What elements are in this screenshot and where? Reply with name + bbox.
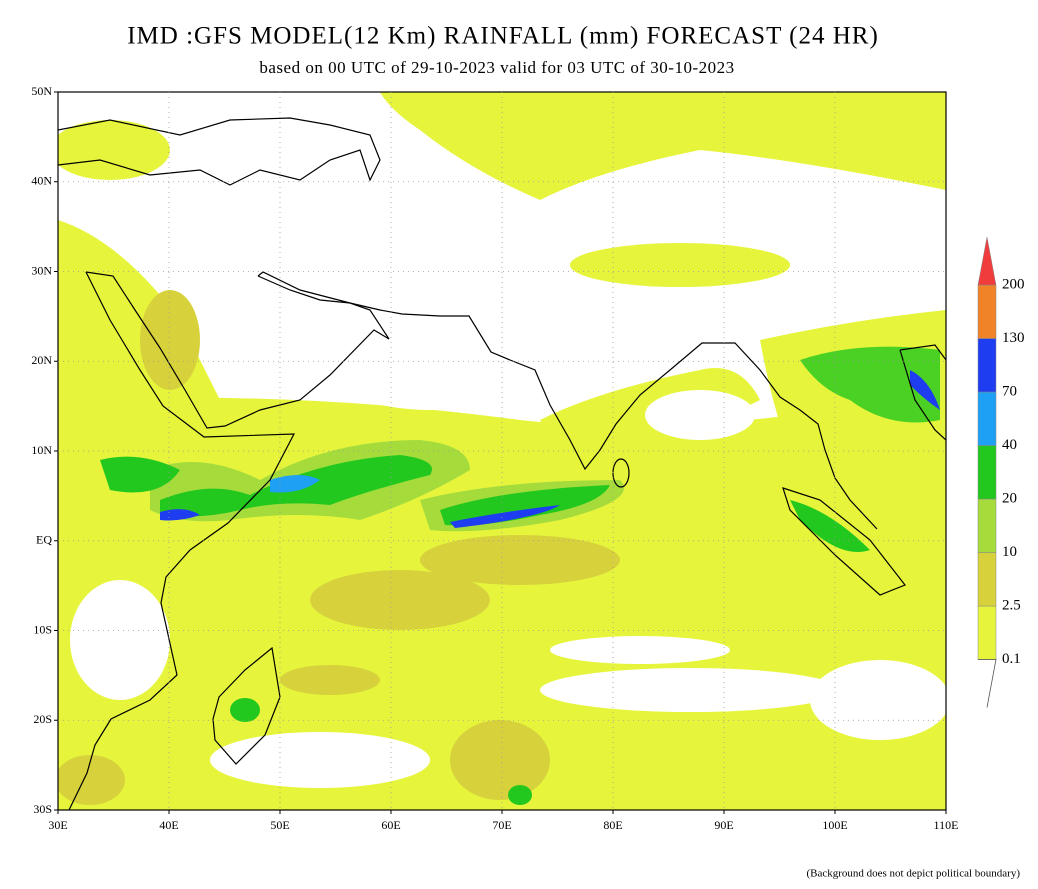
legend-label: 20 <box>1002 490 1017 506</box>
legend-label: 70 <box>1002 383 1017 399</box>
legend-open-end <box>978 659 997 708</box>
lat-label: 30S <box>33 802 52 816</box>
subtitle: based on 00 UTC of 29-10-2023 valid for … <box>259 58 734 77</box>
lon-label: 40E <box>159 818 178 832</box>
legend-swatch <box>977 338 997 393</box>
legend-swatch <box>977 391 997 446</box>
lat-label: 40N <box>31 174 52 188</box>
rainfall-field <box>58 92 946 810</box>
lon-label: 80E <box>603 818 622 832</box>
lon-label: 100E <box>822 818 847 832</box>
legend-label: 130 <box>1002 330 1025 346</box>
legend-label: 0.1 <box>1002 651 1021 667</box>
legend-swatch <box>977 498 997 553</box>
title: IMD :GFS MODEL(12 Km) RAINFALL (mm) FORE… <box>127 23 879 50</box>
lon-label: 50E <box>270 818 289 832</box>
lat-label: 20S <box>33 712 52 726</box>
lat-label: 50N <box>31 84 52 98</box>
legend-swatch <box>977 236 997 286</box>
lon-label: 110E <box>934 818 959 832</box>
lat-label: 10S <box>33 622 52 636</box>
legend-swatch <box>977 284 997 339</box>
legend-label: 10 <box>1002 544 1017 560</box>
legend-label: 2.5 <box>1002 597 1021 613</box>
lon-label: 70E <box>492 818 511 832</box>
lat-label: 10N <box>31 443 52 457</box>
footnote: (Background does not depict political bo… <box>806 868 1020 880</box>
legend-swatch <box>977 605 997 660</box>
lon-label: 90E <box>714 818 733 832</box>
lat-label: 30N <box>31 263 52 277</box>
legend-label: 40 <box>1002 437 1017 453</box>
legend-swatch <box>977 552 997 607</box>
lon-label: 30E <box>48 818 67 832</box>
legend-swatch <box>977 445 997 500</box>
legend-label: 200 <box>1002 276 1025 292</box>
lon-label: 60E <box>381 818 400 832</box>
lat-label: 20N <box>31 353 52 367</box>
lat-label: EQ <box>36 533 52 547</box>
